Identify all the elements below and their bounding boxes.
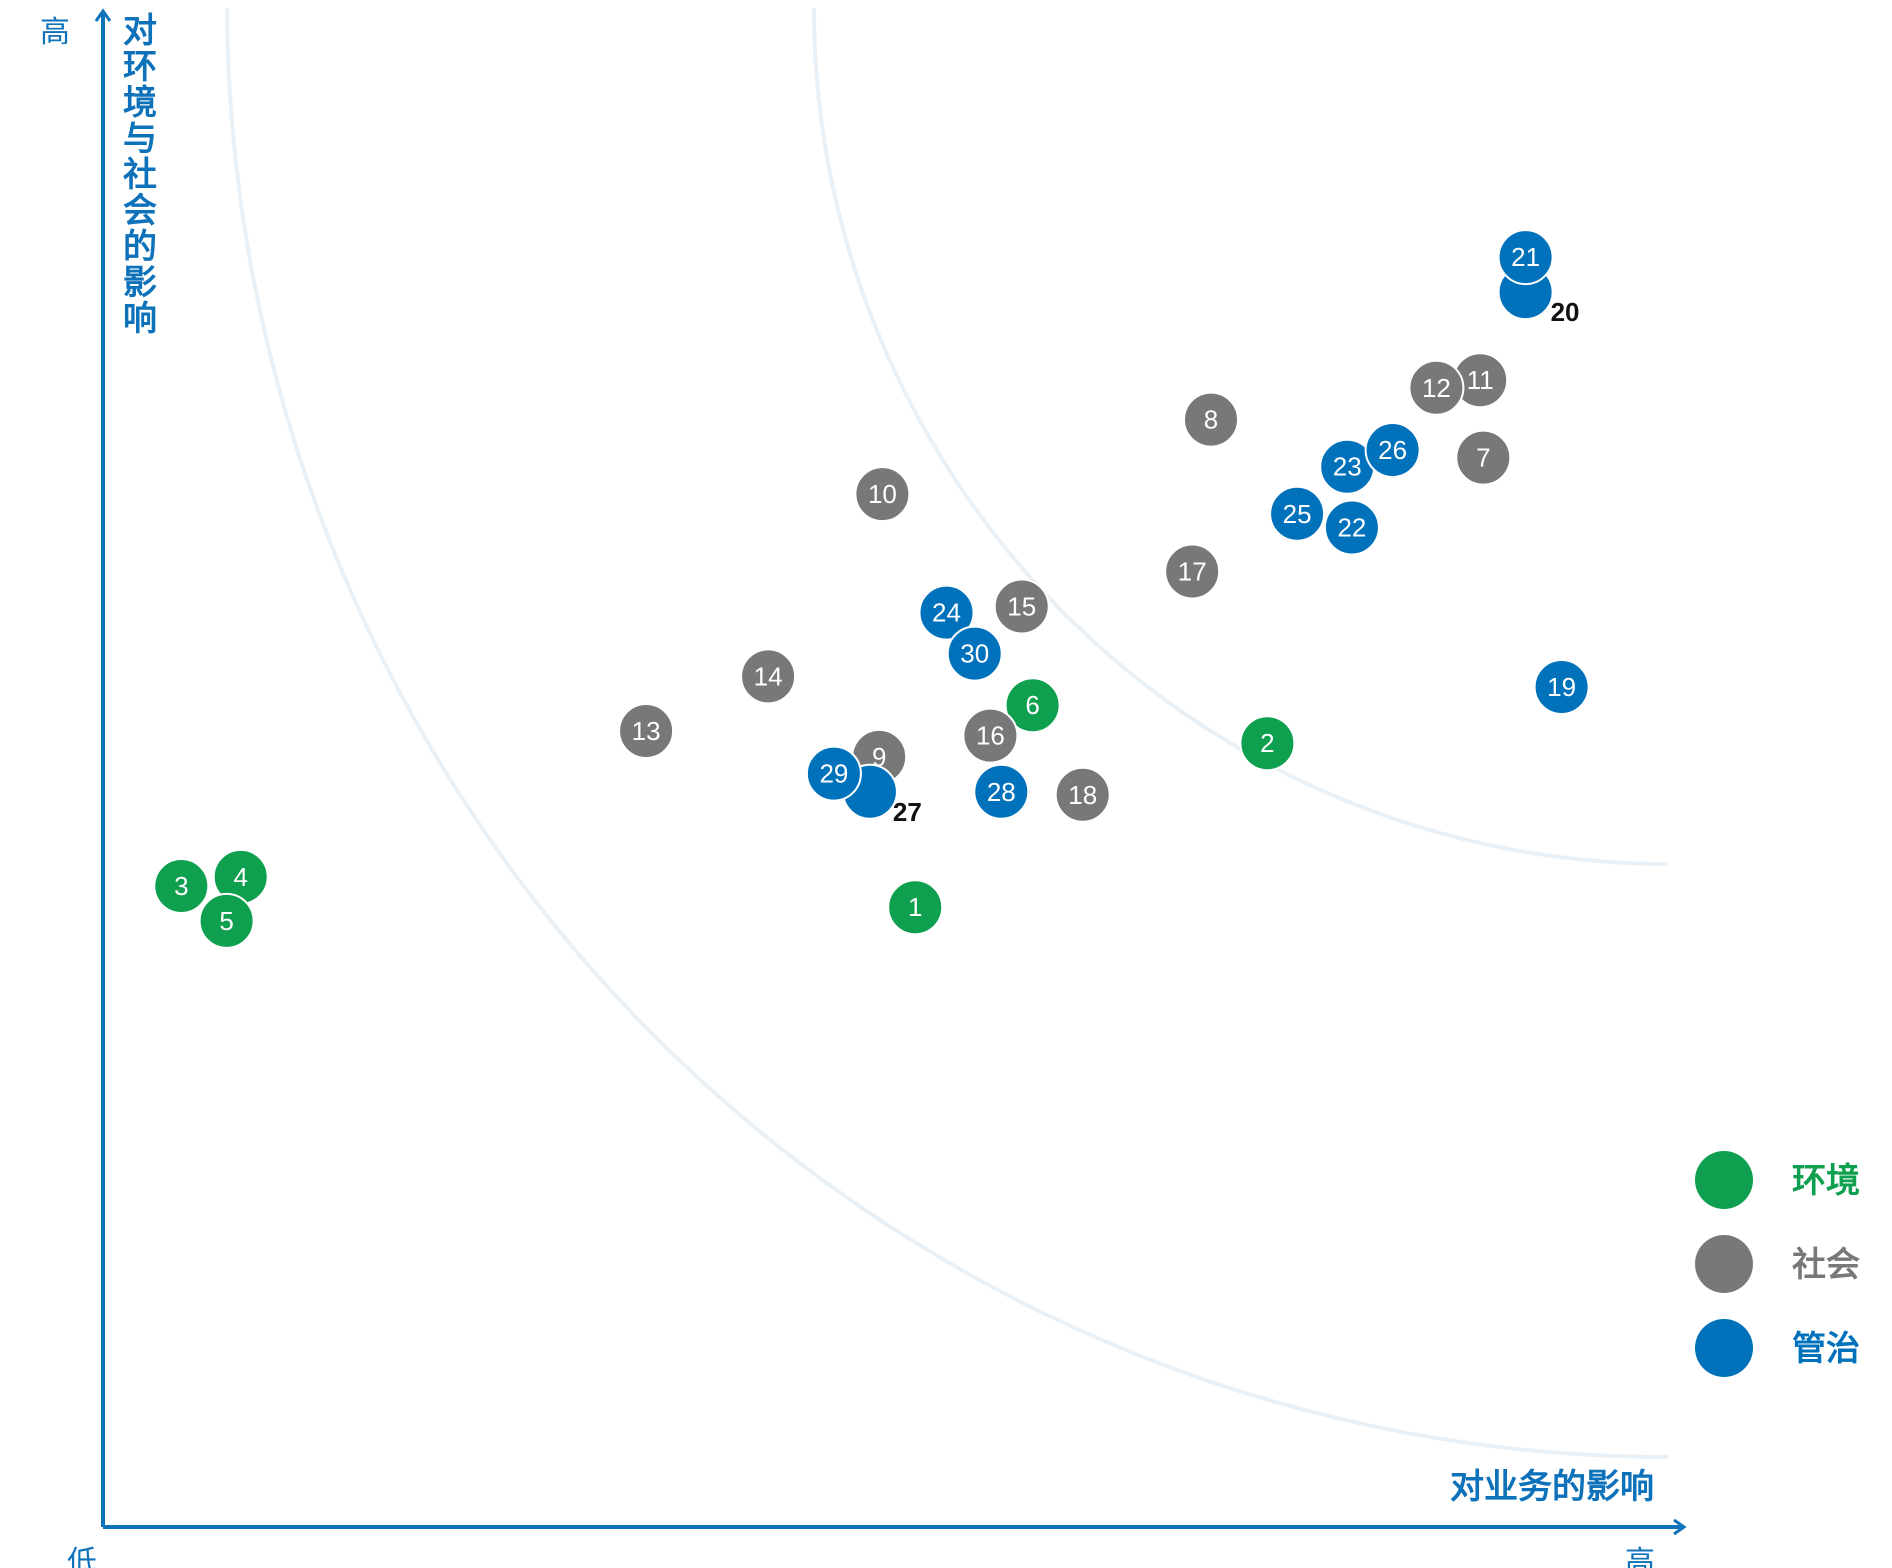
- data-label-11: 11: [1467, 365, 1494, 395]
- data-label-6: 6: [1025, 690, 1039, 720]
- legend-label-2: 管治: [1792, 1330, 1860, 1368]
- data-point-6: [1004, 677, 1061, 734]
- data-label-7: 7: [1476, 443, 1490, 473]
- data-point-2: [1239, 715, 1296, 772]
- data-point-24: [918, 584, 975, 641]
- x-axis-title: 对业务的影响: [1450, 1468, 1654, 1506]
- data-label-23: 23: [1333, 452, 1362, 482]
- data-label-22: 22: [1337, 513, 1366, 543]
- arc-outer: [812, 7, 1669, 866]
- data-label-17: 17: [1178, 557, 1207, 587]
- data-label-18: 18: [1068, 780, 1097, 810]
- data-point-1: [887, 879, 944, 936]
- data-points: 123 4567891011121314151617181920212223242…: [153, 229, 1590, 949]
- data-point-30: [946, 625, 1003, 682]
- data-point-26: [1364, 422, 1421, 478]
- data-label-29: 29: [819, 759, 848, 789]
- data-point-28: [973, 763, 1030, 820]
- data-point-8: [1183, 391, 1239, 448]
- data-point-18: [1054, 766, 1111, 823]
- data-label-2: 2: [1260, 728, 1274, 758]
- data-label-30: 30: [960, 639, 989, 669]
- data-point-13: [618, 703, 675, 759]
- legend-marker-1: [1695, 1235, 1753, 1293]
- data-point-22: [1323, 499, 1380, 556]
- data-label-27: 27: [893, 797, 922, 827]
- data-label-10: 10: [868, 479, 897, 509]
- data-label-13: 13: [632, 716, 661, 746]
- data-point-14: [740, 648, 797, 705]
- data-point-15: [993, 578, 1050, 635]
- legend-marker-0: [1695, 1151, 1753, 1209]
- y-axis-high-label: 高: [40, 16, 70, 49]
- data-point-7: [1455, 429, 1512, 486]
- data-point-16: [962, 707, 1019, 764]
- data-point-19: [1533, 659, 1590, 715]
- data-label-1: 1: [908, 892, 922, 922]
- data-point-3: [153, 858, 210, 914]
- data-point-10: [854, 466, 911, 523]
- legend-label-1: 社会: [1792, 1246, 1860, 1284]
- data-label-5: 5: [219, 906, 233, 936]
- data-label-28: 28: [987, 777, 1016, 807]
- data-label-16: 16: [976, 721, 1005, 751]
- data-label-19: 19: [1547, 672, 1576, 702]
- data-point-21: [1497, 229, 1554, 286]
- legend-marker-2: [1695, 1319, 1753, 1377]
- data-label-25: 25: [1283, 499, 1312, 529]
- y-axis-title: 对环境与社会的影响: [123, 12, 157, 338]
- x-axis-high-label: 高: [1625, 1546, 1655, 1568]
- data-label-26: 26: [1378, 435, 1407, 465]
- data-label-12: 12: [1422, 373, 1451, 403]
- data-point-5: [198, 892, 255, 949]
- data-label-4: 4: [233, 862, 247, 892]
- background-arcs: [225, 7, 1669, 1459]
- arc-inner: [225, 7, 1669, 1459]
- data-label-15: 15: [1007, 592, 1036, 622]
- data-label-21: 21: [1511, 242, 1540, 272]
- axes: [94, 8, 1687, 1536]
- data-label-24: 24: [932, 598, 961, 628]
- x-axis-low-label: 低: [67, 1546, 97, 1568]
- data-label-20: 20: [1551, 297, 1580, 327]
- data-label-8: 8: [1204, 405, 1218, 435]
- data-label-3: 3: [174, 871, 188, 901]
- data-point-17: [1164, 543, 1221, 600]
- data-point-25: [1269, 485, 1326, 542]
- legend-label-0: 环境: [1792, 1162, 1860, 1200]
- data-point-12: [1408, 359, 1465, 416]
- data-label-14: 14: [754, 661, 783, 691]
- data-point-29: [805, 745, 862, 802]
